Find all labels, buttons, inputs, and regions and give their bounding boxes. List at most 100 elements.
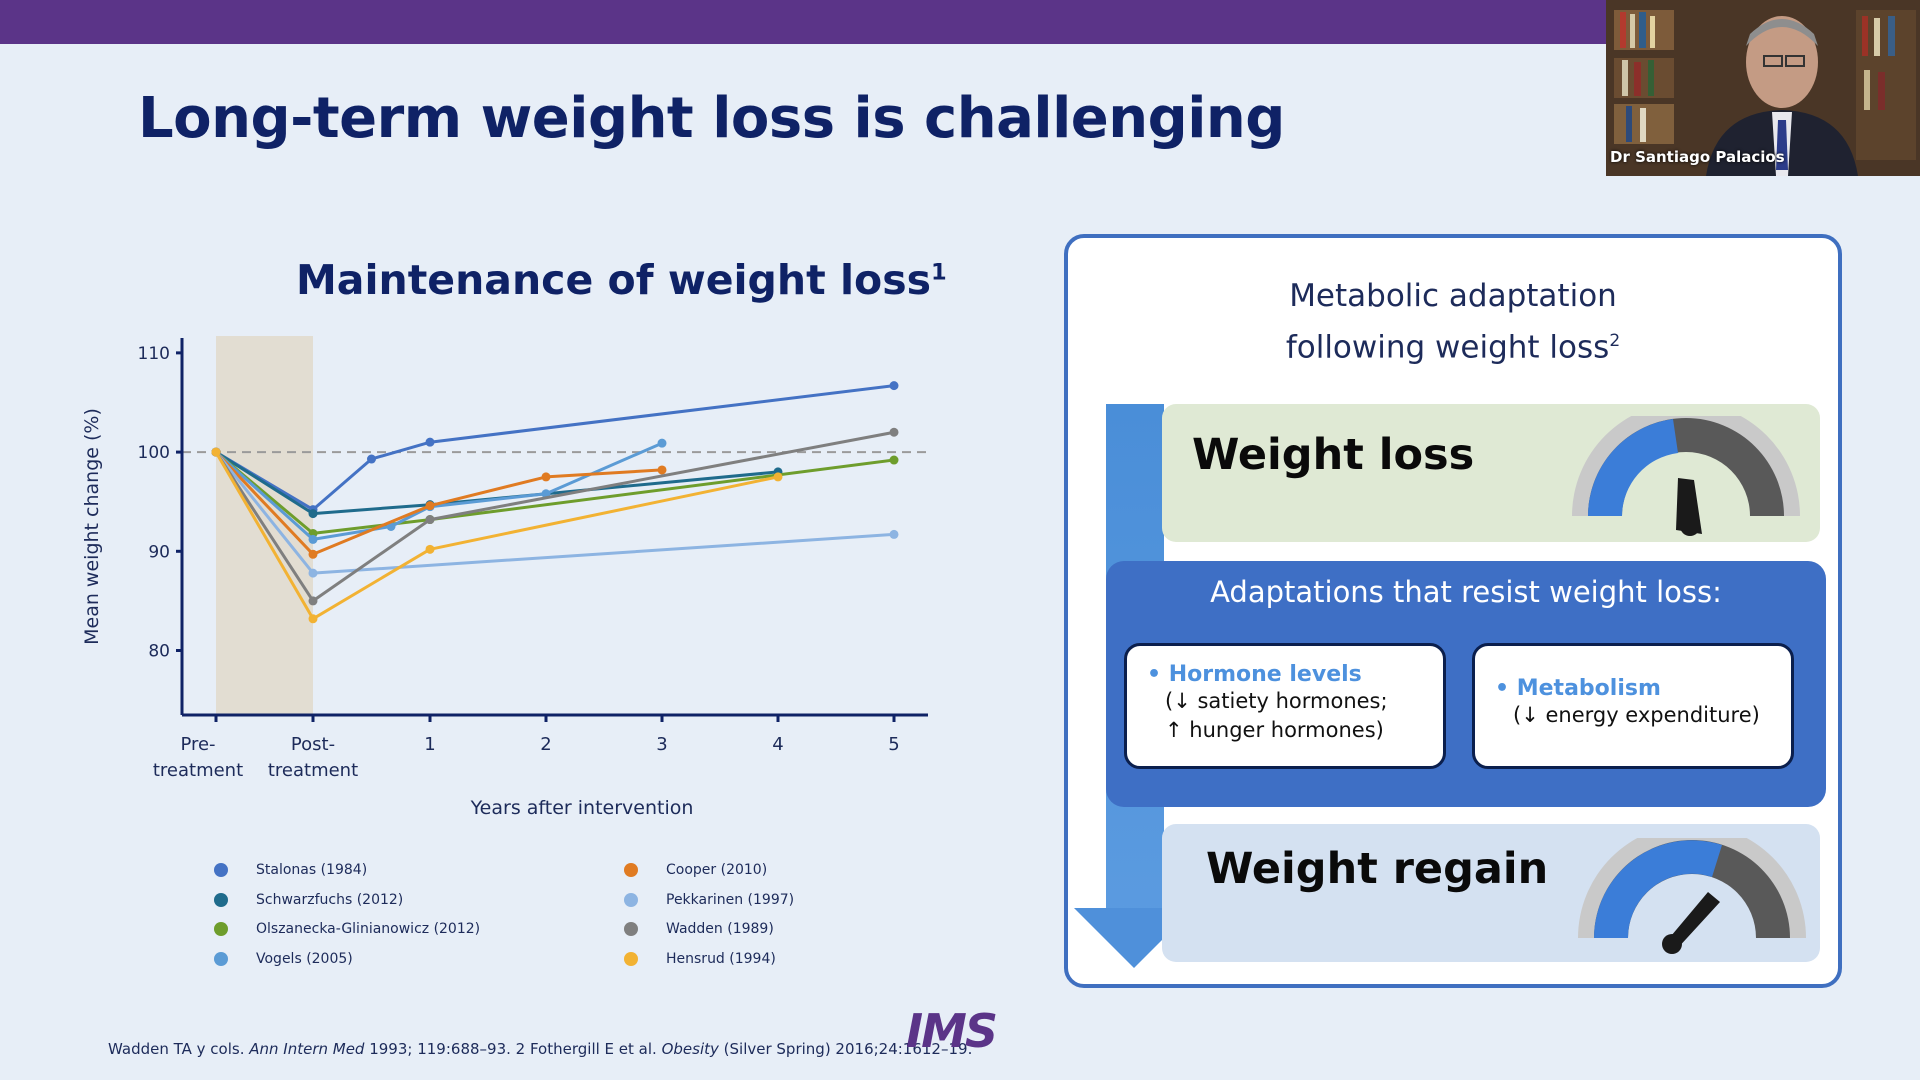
x-tick-label: treatment xyxy=(268,760,358,781)
legend-column-left: Stalonas (1984) Schwarzfuchs (2012) Olsz… xyxy=(214,862,480,980)
legend-swatch xyxy=(624,951,638,966)
weight-regain-band: Weight regain xyxy=(1162,824,1820,962)
panel-title-line2: following weight loss xyxy=(1285,329,1610,366)
data-point xyxy=(889,381,899,391)
legend-label: Vogels (2005) xyxy=(256,950,353,967)
chart-title: Maintenance of weight loss1 xyxy=(296,256,947,304)
panel-title: Metabolic adaptation following weight lo… xyxy=(1068,274,1838,370)
legend-item: Vogels (2005) xyxy=(214,951,480,981)
x-tick-label: 1 xyxy=(424,734,435,755)
legend-swatch xyxy=(624,922,638,936)
data-point xyxy=(889,529,899,539)
card-text: (↓ satiety hormones; xyxy=(1165,689,1388,713)
legend-swatch xyxy=(214,922,228,936)
data-point xyxy=(425,515,435,525)
bookshelf-background-image xyxy=(1606,0,1920,176)
data-point xyxy=(889,455,899,465)
data-point xyxy=(308,614,318,624)
y-tick-label: 90 xyxy=(148,542,170,562)
series-line xyxy=(215,450,895,535)
weight-loss-band: Weight loss xyxy=(1162,404,1820,542)
card-heading: • Hormone levels xyxy=(1147,662,1362,687)
data-point xyxy=(308,568,318,578)
data-point xyxy=(211,447,221,457)
chart-title-text: Maintenance of weight loss xyxy=(296,256,931,304)
slide-title: Long-term weight loss is challenging xyxy=(138,86,1285,151)
speedometer-gauge-icon xyxy=(1572,416,1800,536)
header-bar xyxy=(0,0,1920,44)
legend-swatch xyxy=(624,863,638,877)
legend-item: Pekkarinen (1997) xyxy=(624,892,794,922)
y-tick-label: 100 xyxy=(138,443,170,463)
speedometer-gauge-icon xyxy=(1578,838,1806,954)
legend-label: Stalonas (1984) xyxy=(256,862,368,878)
x-tick-label: treatment xyxy=(153,760,243,781)
legend-swatch xyxy=(624,892,638,907)
data-point xyxy=(308,534,318,544)
adaptations-panel: Adaptations that resist weight loss: • H… xyxy=(1106,561,1826,807)
card-text: ↑ hunger hormones) xyxy=(1165,718,1384,742)
ims-logo: IMS xyxy=(906,1004,998,1058)
legend-swatch xyxy=(214,951,228,966)
x-tick-label: 4 xyxy=(772,734,783,755)
legend-item: Olszanecka-Glinianowicz (2012) xyxy=(214,921,480,951)
x-tick-label: Pre- xyxy=(180,734,215,755)
data-point xyxy=(657,465,667,475)
series-line xyxy=(214,430,895,603)
legend-swatch xyxy=(214,863,228,877)
series-line xyxy=(214,441,663,541)
y-tick-label: 110 xyxy=(138,344,170,364)
legend-label: Pekkarinen (1997) xyxy=(666,891,795,908)
footnote-journal: Ann Intern Med xyxy=(249,1040,365,1058)
y-axis-label: Mean weight change (%) xyxy=(81,408,103,645)
x-tick-label: 5 xyxy=(888,734,899,755)
legend-label: Hensrud (1994) xyxy=(666,950,776,967)
legend-label: Olszanecka-Glinianowicz (2012) xyxy=(256,921,481,937)
data-point xyxy=(308,549,318,559)
weight-loss-line-chart: 80 90 100 110 Pre-treatment Post-treatment 1 2 3… xyxy=(81,336,930,819)
legend-item: Schwarzfuchs (2012) xyxy=(214,892,480,922)
card-heading: • Metabolism xyxy=(1495,676,1661,701)
legend-item: Cooper (2010) xyxy=(624,862,794,892)
legend-item: Stalonas (1984) xyxy=(214,862,480,892)
legend-label: Cooper (2010) xyxy=(666,862,768,878)
x-tick-label: 3 xyxy=(656,734,667,755)
x-tick-label: Post- xyxy=(291,734,335,755)
card-text: (↓ energy expenditure) xyxy=(1513,703,1760,727)
x-tick-label: 2 xyxy=(540,734,551,755)
metabolism-card: • Metabolism (↓ energy expenditure) xyxy=(1472,643,1794,769)
legend-item: Wadden (1989) xyxy=(624,921,794,951)
legend-item: Hensrud (1994) xyxy=(624,951,794,981)
panel-title-line1: Metabolic adaptation xyxy=(1289,278,1617,314)
speaker-video-thumbnail[interactable]: Dr Santiago Palacios xyxy=(1606,0,1920,176)
data-point xyxy=(425,501,435,511)
x-axis-label: Years after intervention xyxy=(470,797,694,819)
chart-title-reference: 1 xyxy=(931,259,947,286)
card-heading-text: Hormone levels xyxy=(1168,662,1362,687)
hormone-levels-card: • Hormone levels (↓ satiety hormones; ↑ … xyxy=(1124,643,1446,769)
series-line xyxy=(214,451,779,621)
footnote-text: Wadden TA y cols. xyxy=(108,1040,250,1058)
data-point xyxy=(308,509,318,519)
speaker-name-label: Dr Santiago Palacios xyxy=(1610,148,1785,166)
data-point xyxy=(541,472,551,482)
data-point xyxy=(773,472,783,482)
legend-label: Schwarzfuchs (2012) xyxy=(256,891,404,908)
legend-label: Wadden (1989) xyxy=(666,921,774,937)
card-heading-text: Metabolism xyxy=(1516,676,1661,701)
data-point xyxy=(657,438,667,448)
y-tick-label: 80 xyxy=(148,642,170,662)
data-point xyxy=(889,427,899,437)
footnote-text: (Silver Spring) 2016;24:1612–19. xyxy=(718,1040,973,1058)
metabolic-adaptation-panel: Metabolic adaptation following weight lo… xyxy=(1064,234,1842,988)
data-point xyxy=(367,454,376,464)
data-point xyxy=(425,544,435,554)
legend-column-right: Cooper (2010) Pekkarinen (1997) Wadden (… xyxy=(624,862,794,980)
data-point xyxy=(425,437,435,447)
weight-loss-label: Weight loss xyxy=(1192,430,1475,480)
references-footnote: Wadden TA y cols. Ann Intern Med 1993; 1… xyxy=(108,1040,972,1058)
panel-title-reference: 2 xyxy=(1609,331,1621,351)
weight-regain-label: Weight regain xyxy=(1206,844,1549,894)
footnote-text: 1993; 119:688–93. 2 Fothergill E et al. xyxy=(364,1040,662,1058)
adaptations-title: Adaptations that resist weight loss: xyxy=(1210,575,1722,609)
